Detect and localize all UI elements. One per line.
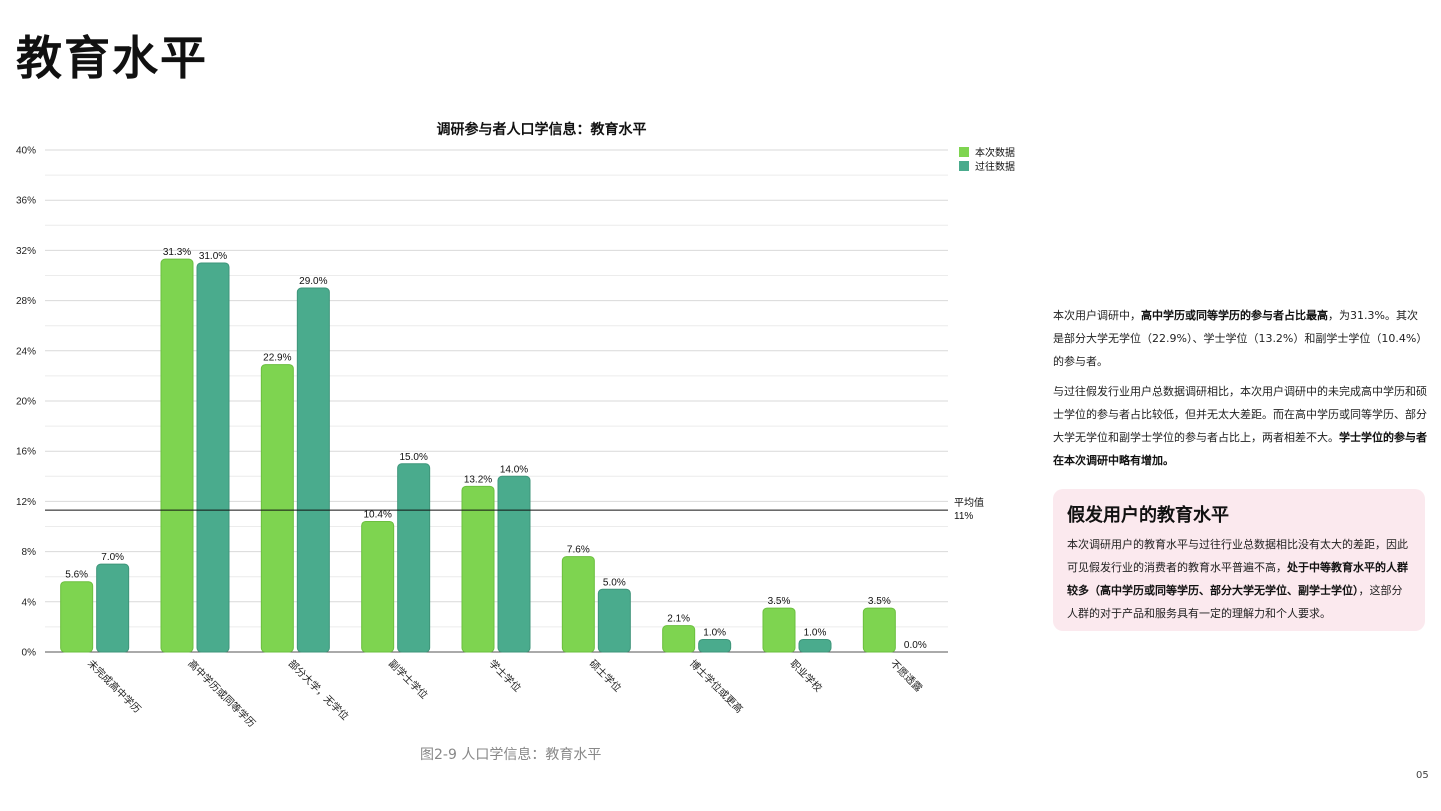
bar-current [461,485,495,653]
bar-past [196,262,230,653]
y-tick-label: 32% [16,246,36,257]
x-category-label: 学士学位 [486,657,523,694]
callout-segment: ，这部分人群的对于产品和服务具有一定的理解力和个人要求。 [1067,584,1403,620]
y-tick-label: 28% [16,296,36,307]
y-tick-label: 16% [16,447,36,458]
data-label: 31.0% [199,251,227,262]
data-label: 10.4% [363,509,391,520]
data-label: 14.0% [500,464,528,475]
x-category-label: 未完成高中学历 [85,657,144,716]
callout-segment: 本次调研用户的教育水平与过往行业总数据相比没有太大的差距，因此可见假发行业的消费… [1067,538,1408,574]
bar-past [497,475,531,653]
data-label: 31.3% [163,247,191,258]
legend-label: 过往数据 [975,160,1015,173]
callout-body: 本次调研用户的教育水平与过往行业总数据相比没有太大的差距，因此可见假发行业的消费… [1067,533,1411,625]
legend-swatch [959,147,969,157]
data-label: 3.5% [768,596,791,607]
legend-label: 本次数据 [975,146,1015,159]
x-category-label: 不愿透露 [888,658,925,695]
summary-paragraph-1: 本次用户调研中，高中学历或同等学历的参与者占比最高，为31.3%。其次是部分大学… [1053,304,1428,373]
average-line-label: 平均值 [954,496,984,509]
bar-past [96,563,130,653]
bar-current [60,581,94,653]
bar-past [698,638,732,653]
data-label: 13.2% [464,474,492,485]
data-label: 1.0% [804,627,827,638]
bar-past [597,588,631,653]
bar-current [361,520,395,653]
y-tick-label: 12% [16,497,36,508]
p1-segment: 高中学历或同等学历的参与者占比最高 [1141,309,1328,322]
data-label: 15.0% [399,452,427,463]
data-label: 3.5% [868,596,891,607]
data-label: 0.0% [904,640,927,651]
x-category-label: 硕士学位 [587,657,624,694]
bar-past [296,287,330,653]
bar-current [260,364,294,653]
callout-title: 假发用户的教育水平 [1067,505,1229,526]
y-tick-label: 8% [22,547,37,558]
callout-box: 假发用户的教育水平 本次调研用户的教育水平与过往行业总数据相比没有太大的差距，因… [1053,489,1425,631]
data-label: 1.0% [703,627,726,638]
bar-past [798,638,832,653]
y-tick-label: 0% [22,648,37,659]
summary-paragraph-2: 与过往假发行业用户总数据调研相比，本次用户调研中的未完成高中学历和硕士学位的参与… [1053,380,1428,472]
data-label: 7.6% [567,545,590,556]
average-line-value: 11% [954,511,973,522]
bar-past [397,463,431,653]
data-label: 22.9% [263,353,291,364]
page-number: 05 [1416,770,1429,781]
x-category-label: 高中学历或同等学历 [185,657,258,730]
y-tick-label: 40% [16,146,36,157]
p1-segment: ，为31.3%。其次是部分大学无学位（22.9%）、学士学位（13.2%）和副学… [1053,309,1428,368]
p2-segment: 学士学位的参与者在本次调研中略有增加。 [1053,431,1427,467]
data-label: 5.0% [603,577,626,588]
chart-title: 调研参与者人口学信息：教育水平 [437,121,647,137]
bar-current [862,607,896,653]
bar-current [561,556,595,653]
y-tick-label: 20% [16,397,36,408]
y-tick-label: 36% [16,196,36,207]
data-label: 7.0% [101,552,124,563]
p1-segment: 本次用户调研中， [1053,309,1141,322]
y-tick-label: 24% [16,346,36,357]
bar-current [160,258,194,653]
bar-current [662,625,696,653]
x-category-label: 副学士学位 [386,657,431,702]
x-category-label: 博士学位或更高 [687,657,746,716]
y-tick-label: 4% [22,597,37,608]
bar-current [762,607,796,653]
data-label: 29.0% [299,276,327,287]
p2-segment: 与过往假发行业用户总数据调研相比，本次用户调研中的未完成高中学历和硕士学位的参与… [1053,385,1427,444]
figure-caption: 图2-9 人口学信息：教育水平 [420,747,602,763]
page-title: 教育水平 [16,31,208,85]
x-category-label: 部分大学，无学位 [286,657,352,723]
x-category-label: 职业学校 [787,657,824,694]
legend-swatch [959,161,969,171]
callout-segment: 处于中等教育水平的人群较多（高中学历或同等学历、部分大学无学位、副学士学位） [1067,561,1408,597]
data-label: 5.6% [65,570,88,581]
data-label: 2.1% [667,614,690,625]
